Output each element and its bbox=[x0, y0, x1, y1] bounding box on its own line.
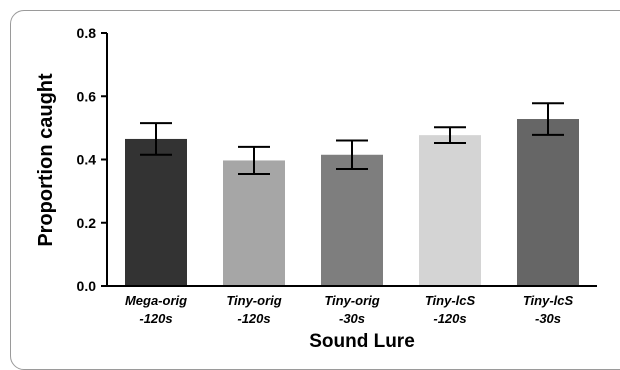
x-axis-categories: Mega-orig -120s Tiny-orig -120s Tiny-orig -30… bbox=[125, 293, 574, 326]
y-axis-ticks: 0.0 0.2 0.4 0.6 0.8 bbox=[77, 25, 107, 294]
y-axis-label: Proportion caught bbox=[35, 73, 57, 247]
bar bbox=[419, 135, 481, 286]
x-tick-label: Tiny-orig bbox=[324, 293, 379, 308]
x-tick-label: -120s bbox=[433, 311, 466, 326]
y-tick-label: 0.0 bbox=[77, 278, 97, 294]
error-bars bbox=[140, 102, 564, 176]
x-tick-label: Tiny-orig bbox=[226, 293, 281, 308]
x-tick-label: Tiny-lcS bbox=[523, 293, 574, 308]
bar bbox=[517, 119, 579, 287]
x-tick-label: Tiny-lcS bbox=[425, 293, 476, 308]
bar-chart: 0.0 0.2 0.4 0.6 0.8 Mega-orig -120s Tiny-orig -… bbox=[35, 25, 597, 350]
x-tick-label: -30s bbox=[339, 311, 365, 326]
x-tick-label: Mega-orig bbox=[125, 293, 187, 308]
bar bbox=[321, 154, 383, 286]
y-tick-label: 0.4 bbox=[77, 152, 97, 168]
y-tick-label: 0.8 bbox=[77, 25, 97, 41]
y-tick-label: 0.2 bbox=[77, 215, 97, 231]
x-tick-label: -30s bbox=[535, 311, 561, 326]
bar bbox=[223, 160, 285, 286]
y-tick-label: 0.6 bbox=[77, 88, 97, 104]
x-axis-label: Sound Lure bbox=[309, 331, 415, 350]
bars bbox=[125, 119, 579, 287]
axes bbox=[106, 33, 597, 287]
x-tick-label: -120s bbox=[139, 311, 172, 326]
bar bbox=[125, 138, 187, 286]
x-tick-label: -120s bbox=[237, 311, 270, 326]
